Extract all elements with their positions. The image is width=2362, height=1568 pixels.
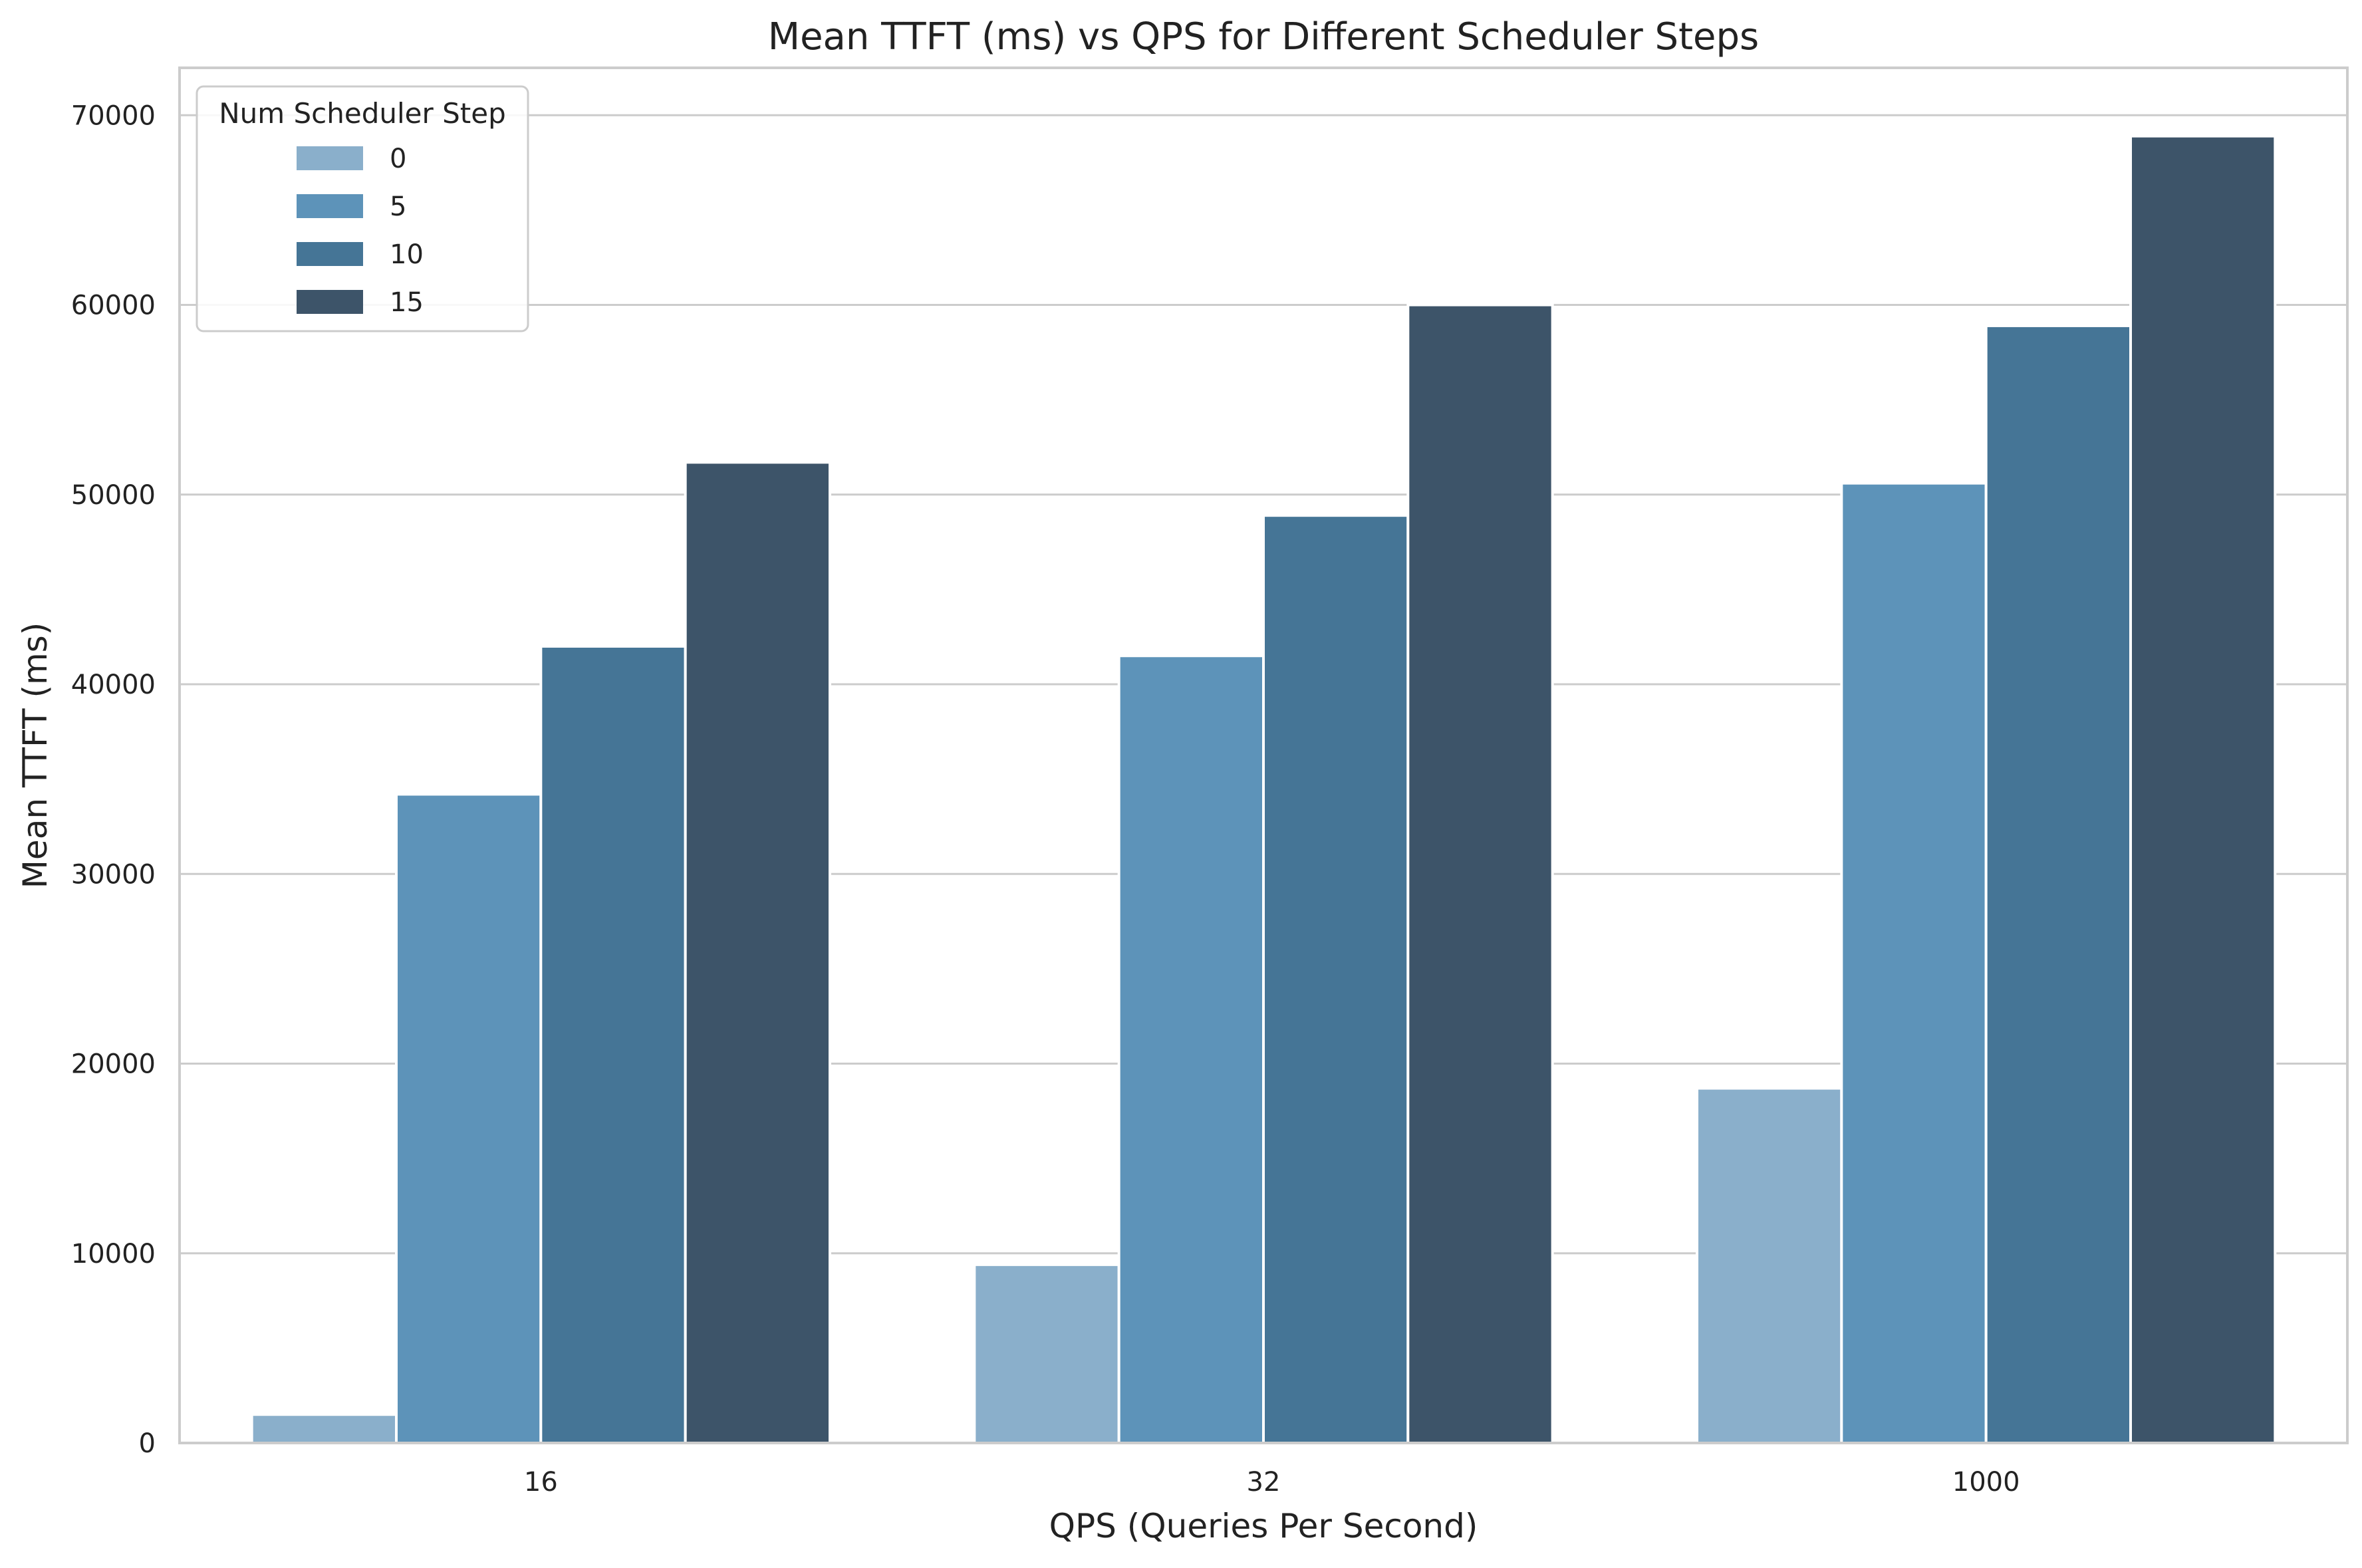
x-axis-label: QPS (Queries Per Second) bbox=[1049, 1507, 1478, 1545]
bar-step-10-qps-1000 bbox=[1984, 324, 2133, 1445]
bar-step-15-qps-1000 bbox=[2129, 134, 2277, 1444]
y-tick-label: 20000 bbox=[71, 1049, 156, 1080]
bars bbox=[250, 134, 2277, 1445]
legend-label-5: 5 bbox=[390, 192, 406, 222]
bar-step-0-qps-32 bbox=[973, 1263, 1120, 1444]
legend-swatch-5 bbox=[297, 194, 363, 218]
x-tick-label: 32 bbox=[1247, 1467, 1281, 1498]
y-tick-label: 70000 bbox=[71, 100, 156, 131]
bar-step-0-qps-16 bbox=[250, 1413, 398, 1445]
y-tick-label: 60000 bbox=[71, 291, 156, 321]
y-tick-label: 30000 bbox=[71, 859, 156, 890]
bar-step-5-qps-1000 bbox=[1840, 481, 1988, 1445]
legend-swatch-0 bbox=[297, 146, 363, 170]
y-tick-label: 10000 bbox=[71, 1239, 156, 1269]
x-tick-label: 1000 bbox=[1952, 1467, 2020, 1498]
bar-step-5-qps-16 bbox=[395, 793, 543, 1444]
bar-step-15-qps-32 bbox=[1406, 303, 1554, 1444]
legend-items: 0 5 10 15 bbox=[297, 144, 424, 318]
y-tick-label: 0 bbox=[139, 1428, 156, 1459]
bar-step-0-qps-1000 bbox=[1696, 1087, 1843, 1444]
y-tick-label: 50000 bbox=[71, 480, 156, 511]
bar-step-10-qps-16 bbox=[539, 644, 687, 1444]
x-tick-labels: 16 32 1000 bbox=[524, 1467, 2020, 1498]
chart-title: Mean TTFT (ms) vs QPS for Different Sche… bbox=[768, 15, 1759, 59]
legend-label-15: 15 bbox=[390, 287, 424, 318]
bar-step-10-qps-32 bbox=[1262, 514, 1410, 1444]
legend: Num Scheduler Step 0 5 10 15 bbox=[196, 85, 529, 332]
legend-swatch-15 bbox=[297, 290, 363, 314]
plot-frame bbox=[178, 66, 2349, 1444]
bar-step-5-qps-32 bbox=[1117, 654, 1265, 1444]
legend-swatch-10 bbox=[297, 242, 363, 266]
y-tick-labels: 0 10000 20000 30000 40000 50000 60000 70000 bbox=[71, 100, 156, 1459]
x-tick-label: 16 bbox=[524, 1467, 558, 1498]
y-tick-label: 40000 bbox=[71, 670, 156, 700]
bar-step-15-qps-16 bbox=[684, 461, 831, 1444]
legend-title: Num Scheduler Step bbox=[219, 97, 506, 130]
y-axis-label: Mean TTFT (ms) bbox=[16, 622, 55, 888]
legend-label-10: 10 bbox=[390, 239, 424, 270]
legend-label-0: 0 bbox=[390, 144, 406, 174]
